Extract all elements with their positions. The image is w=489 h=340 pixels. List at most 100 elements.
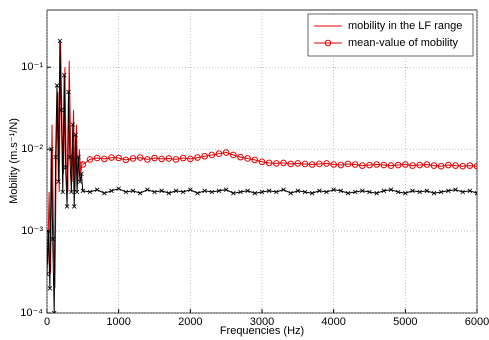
marker [158, 155, 165, 163]
marker [173, 188, 179, 194]
marker [380, 161, 388, 169]
marker [316, 160, 323, 168]
marker [403, 190, 408, 196]
marker [215, 150, 223, 158]
marker [466, 162, 474, 169]
marker [222, 149, 230, 156]
marker [453, 187, 458, 192]
marker [388, 187, 394, 192]
y-tick-label: 10⁻² [21, 143, 43, 155]
marker [63, 165, 68, 170]
marker [201, 152, 208, 160]
marker [459, 162, 466, 170]
marker [94, 187, 100, 192]
marker [47, 228, 51, 234]
marker [238, 189, 243, 195]
marker [59, 107, 64, 113]
marker [76, 154, 81, 160]
x-axis-label: Frequencies (Hz) [220, 325, 304, 337]
legend-marker [324, 39, 332, 47]
marker [47, 286, 53, 291]
marker [145, 187, 150, 192]
marker [51, 310, 57, 313]
marker [165, 155, 173, 162]
marker [280, 159, 287, 167]
marker [351, 161, 359, 168]
marker [460, 189, 465, 195]
marker [281, 187, 286, 192]
legend-box [307, 13, 474, 57]
marker [180, 189, 186, 195]
marker [67, 154, 73, 160]
marker [266, 188, 272, 194]
marker [69, 189, 74, 195]
marker [223, 187, 229, 192]
series-line [47, 42, 83, 289]
legend-label: mean-value of mobility [348, 37, 459, 49]
marker [108, 154, 115, 161]
marker [80, 188, 86, 194]
marker [330, 161, 337, 168]
series-line [82, 151, 477, 167]
marker [402, 161, 409, 168]
marker [452, 162, 459, 169]
marker [430, 162, 438, 169]
marker [73, 132, 78, 138]
marker [474, 190, 477, 196]
marker [195, 190, 200, 196]
marker [74, 189, 80, 195]
marker [258, 158, 266, 166]
y-tick-label: 10⁻⁴ [20, 307, 43, 319]
marker [209, 189, 215, 195]
marker [424, 188, 430, 194]
marker [245, 188, 250, 194]
marker [60, 189, 66, 195]
marker [445, 161, 452, 169]
x-tick-label: 1000 [106, 316, 130, 328]
marker [123, 189, 129, 195]
marker [344, 160, 352, 168]
marker [301, 160, 309, 168]
x-tick-label: 6000 [465, 316, 489, 328]
marker [172, 156, 180, 163]
marker [77, 179, 83, 185]
marker [208, 151, 216, 159]
marker [374, 190, 379, 196]
marker [93, 154, 101, 162]
marker [394, 161, 402, 169]
marker [324, 189, 329, 195]
marker [115, 154, 122, 162]
marker [308, 161, 316, 168]
marker [187, 155, 194, 163]
marker [79, 161, 87, 168]
y-tick-label: 10⁻¹ [21, 61, 43, 73]
marker [166, 190, 172, 196]
marker [109, 188, 114, 194]
marker [437, 162, 445, 170]
marker [395, 189, 401, 195]
marker [102, 190, 107, 196]
marker [130, 188, 136, 194]
marker [136, 154, 144, 161]
marker [367, 189, 372, 195]
x-tick-label: 3000 [250, 316, 274, 328]
marker [417, 189, 422, 195]
marker [366, 161, 373, 169]
marker [61, 72, 67, 78]
marker [360, 188, 365, 194]
marker [423, 161, 431, 168]
marker [431, 190, 437, 196]
marker [194, 154, 201, 161]
marker [410, 188, 415, 194]
x-tick-label: 5000 [393, 316, 417, 328]
marker [273, 160, 280, 167]
marker [287, 160, 294, 168]
marker [352, 189, 358, 195]
plot [47, 38, 477, 313]
marker [129, 155, 137, 162]
x-tick-label: 0 [44, 316, 50, 328]
marker [416, 161, 423, 169]
marker [294, 160, 302, 167]
marker [309, 190, 315, 196]
marker [302, 189, 308, 195]
